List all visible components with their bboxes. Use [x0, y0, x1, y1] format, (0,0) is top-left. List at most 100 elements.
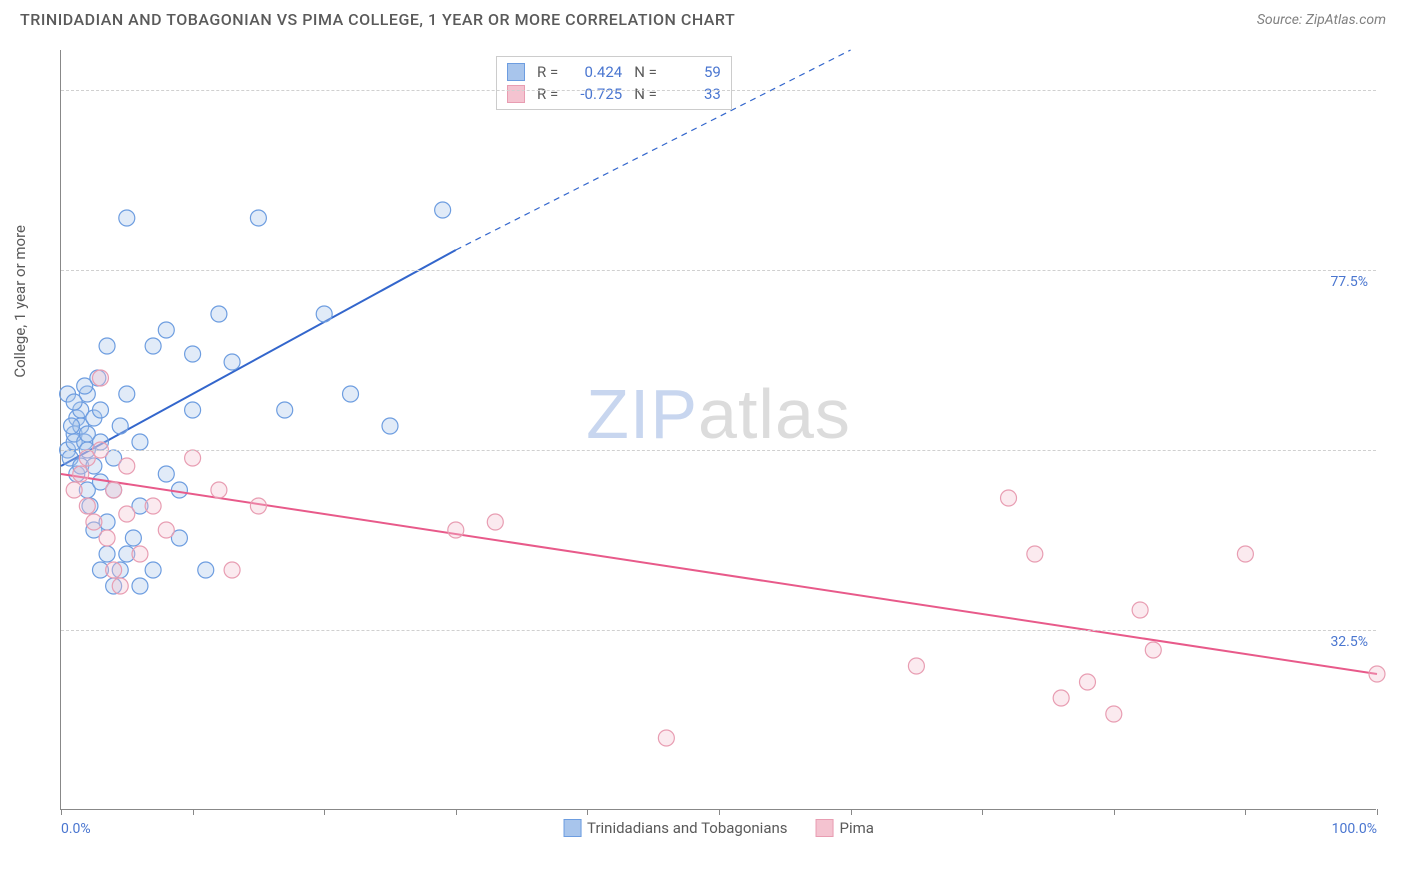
data-point[interactable] — [211, 482, 227, 498]
data-point[interactable] — [198, 562, 214, 578]
data-point[interactable] — [66, 482, 82, 498]
correlation-legend-row: R = -0.725 N = 33 — [507, 83, 721, 105]
data-point[interactable] — [250, 210, 266, 226]
data-point[interactable] — [99, 546, 115, 562]
data-point[interactable] — [185, 402, 201, 418]
plot-area: ZIPatlas R =0.424N =59R =-0.725N =33 Tri… — [60, 50, 1376, 810]
correlation-legend-row: R = 0.424 N = 59 — [507, 61, 721, 83]
series-legend-item[interactable]: Pima — [816, 819, 874, 837]
data-point[interactable] — [73, 466, 89, 482]
x-tick — [1377, 809, 1378, 815]
data-point[interactable] — [145, 562, 161, 578]
data-point[interactable] — [1369, 666, 1385, 682]
series-legend: Trinidadians and Tobagonians Pima — [563, 819, 874, 837]
x-tick — [1114, 809, 1115, 815]
data-point[interactable] — [1079, 674, 1095, 690]
series-name: Pima — [840, 819, 874, 837]
data-point[interactable] — [92, 402, 108, 418]
series-legend-item[interactable]: Trinidadians and Tobagonians — [563, 819, 787, 837]
source-attribution: Source: ZipAtlas.com — [1257, 12, 1386, 28]
gridline — [61, 90, 1376, 91]
data-point[interactable] — [224, 562, 240, 578]
data-point[interactable] — [158, 466, 174, 482]
data-point[interactable] — [112, 418, 128, 434]
data-point[interactable] — [119, 210, 135, 226]
data-point[interactable] — [64, 418, 80, 434]
data-point[interactable] — [106, 562, 122, 578]
data-point[interactable] — [448, 522, 464, 538]
x-tick — [456, 809, 457, 815]
data-point[interactable] — [658, 730, 674, 746]
data-point[interactable] — [487, 514, 503, 530]
series-name: Trinidadians and Tobagonians — [587, 819, 787, 837]
data-point[interactable] — [66, 394, 82, 410]
x-tick — [719, 809, 720, 815]
data-point[interactable] — [343, 386, 359, 402]
data-point[interactable] — [99, 338, 115, 354]
r-value: -0.725 — [570, 83, 622, 105]
correlation-legend: R = 0.424 N = 59 R = -0.725 N = 33 — [496, 56, 732, 110]
data-point[interactable] — [112, 578, 128, 594]
data-point[interactable] — [1145, 642, 1161, 658]
r-value: 0.424 — [570, 61, 622, 83]
gridline — [61, 450, 1376, 451]
data-point[interactable] — [908, 658, 924, 674]
n-value: 33 — [669, 83, 721, 105]
x-tick — [193, 809, 194, 815]
data-point[interactable] — [250, 498, 266, 514]
data-point[interactable] — [158, 522, 174, 538]
data-point[interactable] — [1132, 602, 1148, 618]
data-point[interactable] — [119, 458, 135, 474]
r-label: R = — [537, 83, 558, 105]
data-point[interactable] — [1237, 546, 1253, 562]
n-label: N = — [634, 83, 657, 105]
data-point[interactable] — [224, 354, 240, 370]
data-point[interactable] — [316, 306, 332, 322]
gridline — [61, 270, 1376, 271]
x-tick — [324, 809, 325, 815]
y-axis-label: College, 1 year or more — [11, 225, 29, 378]
data-point[interactable] — [119, 506, 135, 522]
data-point[interactable] — [92, 370, 108, 386]
x-tick — [851, 809, 852, 815]
gridline — [61, 630, 1376, 631]
data-point[interactable] — [106, 482, 122, 498]
legend-swatch-icon — [507, 85, 525, 103]
data-point[interactable] — [1053, 690, 1069, 706]
n-value: 59 — [669, 61, 721, 83]
data-point[interactable] — [145, 338, 161, 354]
y-tick-label: 77.5% — [1330, 274, 1368, 290]
data-point[interactable] — [132, 578, 148, 594]
data-point[interactable] — [145, 498, 161, 514]
data-point[interactable] — [1027, 546, 1043, 562]
legend-swatch-icon — [563, 819, 581, 837]
r-label: R = — [537, 61, 558, 83]
legend-swatch-icon — [507, 63, 525, 81]
data-point[interactable] — [132, 546, 148, 562]
data-point[interactable] — [185, 450, 201, 466]
data-point[interactable] — [277, 402, 293, 418]
data-point[interactable] — [435, 202, 451, 218]
n-label: N = — [634, 61, 657, 83]
data-point[interactable] — [79, 498, 95, 514]
data-point[interactable] — [125, 530, 141, 546]
data-point[interactable] — [185, 346, 201, 362]
x-tick — [61, 809, 62, 815]
chart-container: College, 1 year or more ZIPatlas R =0.42… — [50, 50, 1390, 840]
legend-swatch-icon — [816, 819, 834, 837]
data-point[interactable] — [1106, 706, 1122, 722]
plot-svg — [61, 50, 1376, 809]
data-point[interactable] — [86, 514, 102, 530]
data-point[interactable] — [99, 530, 115, 546]
data-point[interactable] — [171, 482, 187, 498]
chart-title: TRINIDADIAN AND TOBAGONIAN VS PIMA COLLE… — [20, 10, 735, 29]
data-point[interactable] — [1001, 490, 1017, 506]
data-point[interactable] — [211, 306, 227, 322]
x-tick-label: 100.0% — [1332, 821, 1377, 837]
data-point[interactable] — [158, 322, 174, 338]
data-point[interactable] — [119, 386, 135, 402]
data-point[interactable] — [382, 418, 398, 434]
x-tick — [587, 809, 588, 815]
x-tick-label: 0.0% — [61, 821, 91, 837]
data-point[interactable] — [132, 434, 148, 450]
